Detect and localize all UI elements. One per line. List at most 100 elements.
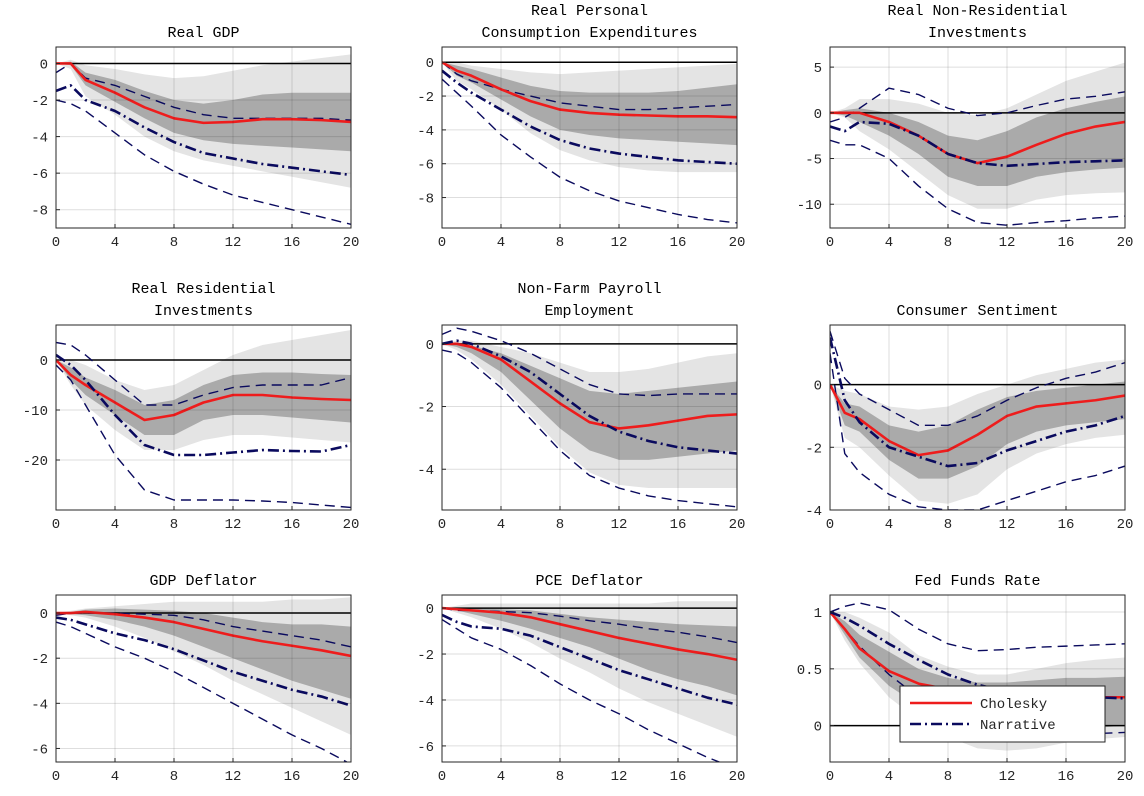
panel-title: Real Personal [531, 3, 648, 20]
panel: Real Non-Residential Investments 0 4 8 12 16 20… [797, 3, 1134, 251]
confidence-band [442, 62, 737, 146]
x-tick-label: 4 [111, 769, 119, 785]
series-line [442, 69, 737, 166]
panel-title: Investments [154, 303, 253, 320]
axes-frame [55, 594, 352, 763]
y-tick-label: -8 [31, 204, 48, 220]
confidence-band [442, 608, 737, 696]
y-tick-label: -4 [31, 697, 48, 713]
confidence-band [442, 343, 737, 460]
y-tick-label: 0 [426, 338, 434, 354]
x-tick-label: 0 [438, 517, 446, 533]
x-tick-label: 16 [1058, 769, 1075, 785]
y-tick-label: -6 [31, 742, 48, 758]
axes-frame [55, 324, 352, 511]
y-tick-label: -2 [417, 401, 434, 417]
y-tick-label: -4 [31, 131, 48, 147]
panel-title: Non-Farm Payroll [517, 281, 661, 298]
y-tick-label: -10 [797, 198, 822, 214]
y-tick-label: -2 [31, 94, 48, 110]
plot-area [56, 54, 351, 226]
panel-title: Employment [544, 303, 634, 320]
y-tick-label: -4 [417, 463, 434, 479]
panel: Fed Funds Rate 0 4 8 12 16 20 1 0.5 0 Cholesky Narr… [797, 573, 1134, 785]
band-line [56, 621, 349, 762]
panel-title: Real Residential [131, 281, 275, 298]
y-tick-label: 1 [814, 606, 822, 622]
x-tick-label: 8 [170, 235, 178, 251]
panel-title: PCE Deflator [535, 573, 643, 590]
confidence-band [56, 360, 351, 435]
x-tick-label: 16 [670, 235, 687, 251]
x-tick-label: 0 [826, 235, 834, 251]
x-tick-label: 20 [1117, 235, 1134, 251]
series-line [830, 337, 1125, 468]
x-tick-label: 8 [556, 769, 564, 785]
panel: Real GDP 0 4 8 12 16 20 0 -2 -4 -6 -8 [31, 25, 359, 251]
plot-area [830, 62, 1125, 226]
x-tick-label: 16 [284, 769, 301, 785]
plot-area [56, 330, 351, 509]
x-tick-label: 0 [52, 235, 60, 251]
x-tick-label: 12 [999, 517, 1016, 533]
x-tick-label: 16 [670, 769, 687, 785]
y-tick-label: -10 [23, 404, 48, 420]
x-tick-label: 16 [670, 517, 687, 533]
legend-label: Cholesky [980, 697, 1047, 713]
y-tick-label: 0 [40, 57, 48, 73]
axes-frame [829, 46, 1126, 229]
y-tick-label: -20 [23, 454, 48, 470]
x-tick-label: 4 [885, 769, 893, 785]
y-tick-label: -2 [31, 652, 48, 668]
panel-title: GDP Deflator [149, 573, 257, 590]
x-tick-label: 16 [284, 235, 301, 251]
band-line [442, 61, 737, 111]
y-tick-label: -2 [805, 441, 822, 457]
y-tick-label: -2 [417, 90, 434, 106]
y-tick-label: -4 [417, 124, 434, 140]
series-line [442, 339, 737, 455]
series-line [56, 616, 351, 707]
plot-area [442, 327, 737, 508]
x-tick-label: 4 [497, 769, 505, 785]
band-line [830, 87, 1125, 123]
band-line [442, 618, 722, 762]
axes-frame [829, 324, 1126, 511]
band-line [830, 331, 1125, 427]
series-line [442, 61, 737, 119]
panel: Consumer Sentiment 0 4 8 12 16 20 0 -2 -4 [805, 303, 1133, 533]
axes-frame [441, 324, 738, 511]
x-tick-label: 16 [1058, 235, 1075, 251]
panel: Real Residential Investments 0 4 8 12 16 20 0 -10… [23, 281, 360, 533]
y-tick-label: 0 [814, 107, 822, 123]
x-tick-label: 8 [944, 517, 952, 533]
x-tick-label: 8 [944, 769, 952, 785]
plot-area [442, 61, 737, 224]
x-tick-label: 12 [611, 517, 628, 533]
band-line [442, 327, 737, 397]
band-line [830, 602, 1125, 652]
y-tick-label: 0.5 [797, 663, 822, 679]
x-tick-label: 8 [556, 517, 564, 533]
y-tick-label: 0 [40, 607, 48, 623]
panel: PCE Deflator 0 4 8 12 16 20 0 -2 -4 -6 [417, 573, 745, 785]
x-tick-label: 12 [225, 235, 242, 251]
x-tick-label: 4 [885, 235, 893, 251]
series-line [56, 610, 351, 658]
band-line [56, 364, 351, 509]
band-line [442, 349, 737, 508]
series-line [56, 359, 351, 422]
x-tick-label: 12 [225, 517, 242, 533]
x-tick-label: 8 [170, 769, 178, 785]
x-tick-label: 20 [729, 235, 746, 251]
series-line [56, 84, 351, 177]
x-tick-label: 20 [1117, 769, 1134, 785]
series-line [442, 606, 737, 662]
y-tick-label: -4 [805, 504, 822, 520]
panel-title: Consumer Sentiment [896, 303, 1058, 320]
legend-label: Narrative [980, 718, 1056, 734]
y-tick-label: -6 [417, 158, 434, 174]
series-line [442, 342, 737, 430]
plot-area [830, 331, 1125, 510]
panel-title: Real GDP [167, 25, 239, 42]
